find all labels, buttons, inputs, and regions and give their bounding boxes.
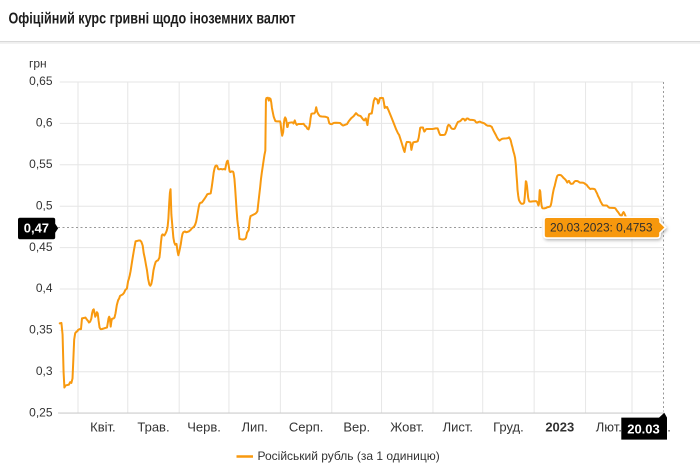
svg-text:Лист.: Лист. — [443, 420, 473, 435]
svg-text:Серп.: Серп. — [289, 420, 324, 435]
svg-text:Лип.: Лип. — [241, 420, 267, 435]
svg-text:Російський рубль (за 1 одиницю: Російський рубль (за 1 одиницю) — [258, 449, 440, 463]
svg-text:0,65: 0,65 — [29, 74, 53, 88]
svg-text:2023: 2023 — [545, 420, 574, 435]
svg-text:0,5: 0,5 — [36, 198, 53, 212]
svg-text:Черв.: Черв. — [187, 420, 221, 435]
svg-text:0,6: 0,6 — [36, 116, 53, 130]
svg-text:Трав.: Трав. — [137, 420, 169, 435]
svg-text:0,47: 0,47 — [24, 221, 49, 236]
svg-text:20.03: 20.03 — [627, 421, 660, 436]
svg-text:0,35: 0,35 — [29, 323, 53, 337]
svg-text:грн: грн — [29, 57, 47, 71]
svg-text:.: . — [667, 420, 671, 435]
svg-text:Вер.: Вер. — [343, 420, 370, 435]
svg-text:Жовт.: Жовт. — [390, 420, 424, 435]
svg-text:Лют.: Лют. — [596, 420, 622, 435]
svg-text:0,4: 0,4 — [36, 281, 53, 295]
svg-text:Офіційний курс гривні щодо іно: Офіційний курс гривні щодо іноземних вал… — [9, 11, 296, 28]
svg-text:Квіт.: Квіт. — [90, 420, 116, 435]
svg-text:0,45: 0,45 — [29, 240, 53, 254]
svg-text:20.03.2023: 0,4753: 20.03.2023: 0,4753 — [550, 221, 653, 235]
svg-text:Груд.: Груд. — [493, 420, 524, 435]
svg-text:0,3: 0,3 — [36, 364, 53, 378]
svg-text:0,55: 0,55 — [29, 157, 53, 171]
svg-text:0,25: 0,25 — [29, 405, 53, 419]
